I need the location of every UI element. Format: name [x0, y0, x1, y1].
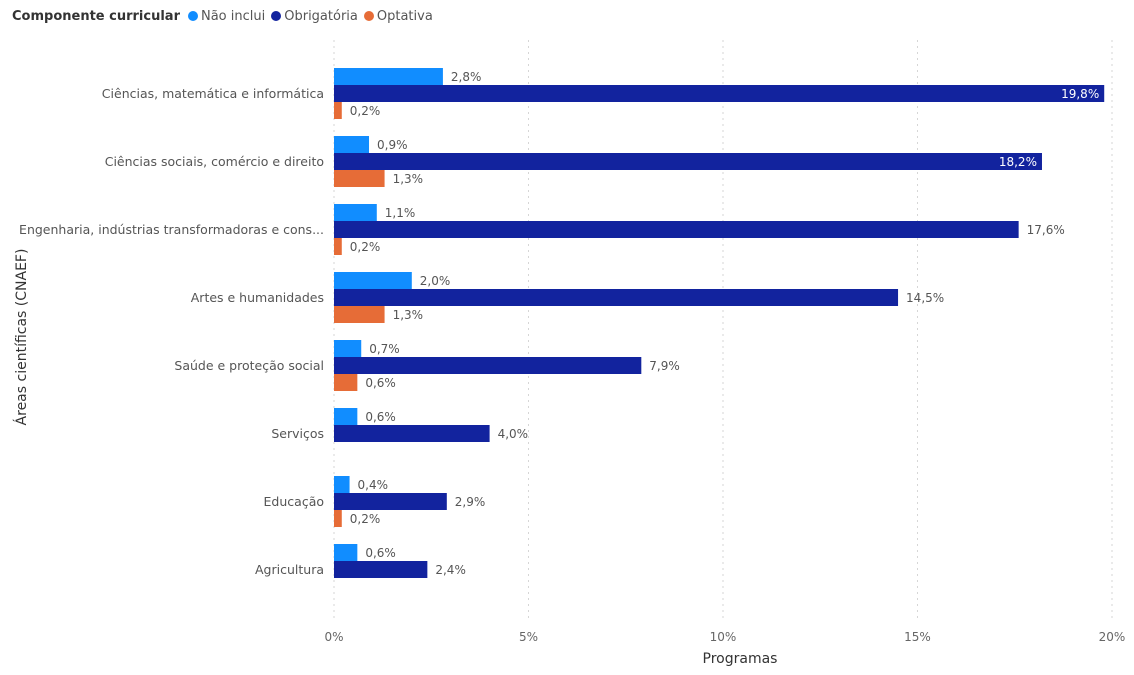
bar[interactable]: [334, 306, 385, 323]
legend-swatch-nao-inclui: [187, 11, 198, 21]
legend-swatch-optativa: [363, 11, 374, 21]
data-label: 7,9%: [649, 359, 680, 373]
legend-label-nao-inclui: Não inclui: [200, 8, 266, 24]
data-label: 1,1%: [385, 206, 416, 220]
legend-swatch-obrigatoria: [271, 11, 282, 21]
category-label: Serviços: [271, 426, 324, 441]
bar[interactable]: [334, 136, 370, 153]
bars: 2,8% 19,8% 0,2% 0,9% 18,2% 1,3% 1,1% 17,6% 0,2% 2…: [334, 68, 1105, 578]
x-axis-title: Programas: [703, 651, 778, 667]
data-label: 17,6%: [1027, 223, 1065, 237]
legend-label-obrigatoria: Obrigatória: [284, 8, 358, 24]
category-label: Agricultura: [255, 562, 324, 577]
bar[interactable]: [334, 272, 412, 289]
bar[interactable]: [334, 561, 428, 578]
data-label: 2,0%: [420, 274, 451, 288]
bar[interactable]: [334, 357, 642, 374]
data-label: 2,8%: [451, 70, 482, 84]
data-label: 2,4%: [435, 563, 466, 577]
data-label: 18,2%: [999, 155, 1037, 169]
x-tick-label: 5%: [519, 630, 538, 644]
data-label: 0,6%: [365, 376, 396, 390]
bar[interactable]: [334, 544, 358, 561]
x-tick-label: 20%: [1099, 630, 1126, 644]
legend: Componente curricular Não inclui Obrigat…: [12, 6, 439, 26]
data-label: 0,4%: [358, 478, 389, 492]
bar[interactable]: [334, 425, 490, 442]
bar[interactable]: [334, 510, 342, 527]
category-labels: Ciências, matemática e informática Ciênci…: [19, 86, 324, 577]
data-label: 0,6%: [365, 546, 396, 560]
data-label: 1,3%: [393, 172, 424, 186]
x-tick-label: 0%: [324, 630, 343, 644]
data-label: 19,8%: [1061, 87, 1099, 101]
bar[interactable]: [334, 68, 443, 85]
bar[interactable]: [334, 102, 342, 119]
category-label: Engenharia, indústrias transformadoras e…: [19, 222, 324, 237]
category-label: Saúde e proteção social: [174, 358, 324, 373]
bar[interactable]: [334, 238, 342, 255]
grid-lines: [333, 40, 1113, 618]
bar[interactable]: [334, 374, 358, 391]
bar[interactable]: [334, 289, 899, 306]
data-label: 0,7%: [369, 342, 400, 356]
data-label: 4,0%: [498, 427, 528, 441]
data-label: 0,2%: [350, 512, 381, 526]
bar[interactable]: [334, 204, 377, 221]
bar[interactable]: [334, 85, 1105, 102]
x-tick-label: 15%: [904, 630, 931, 644]
bar[interactable]: [334, 476, 350, 493]
bar[interactable]: [334, 493, 447, 510]
data-label: 14,5%: [906, 291, 944, 305]
category-label: Educação: [264, 494, 324, 509]
legend-item-obrigatoria[interactable]: Obrigatória: [271, 9, 358, 24]
bar[interactable]: [334, 170, 385, 187]
bar[interactable]: [334, 221, 1019, 238]
data-label: 0,2%: [350, 240, 381, 254]
data-label: 2,9%: [455, 495, 486, 509]
data-label: 0,6%: [365, 410, 396, 424]
data-label: 0,2%: [350, 104, 381, 118]
x-tick-labels: 0% 5% 10% 15% 20%: [324, 630, 1125, 644]
legend-title: Componente curricular: [12, 8, 180, 24]
category-label: Artes e humanidades: [191, 290, 324, 305]
bar[interactable]: [334, 340, 362, 357]
data-label: 1,3%: [393, 308, 424, 322]
data-label: 0,9%: [377, 138, 408, 152]
legend-item-optativa[interactable]: Optativa: [363, 8, 433, 24]
category-label: Ciências, matemática e informática: [102, 86, 324, 101]
category-label: Ciências sociais, comércio e direito: [105, 154, 324, 169]
y-axis-title: Áreas científicas (CNAEF): [13, 249, 30, 426]
x-tick-label: 10%: [710, 630, 737, 644]
bar[interactable]: [334, 153, 1042, 170]
bar[interactable]: [334, 408, 358, 425]
legend-item-nao-inclui[interactable]: Não inclui: [187, 8, 266, 24]
legend-label-optativa: Optativa: [376, 8, 433, 24]
